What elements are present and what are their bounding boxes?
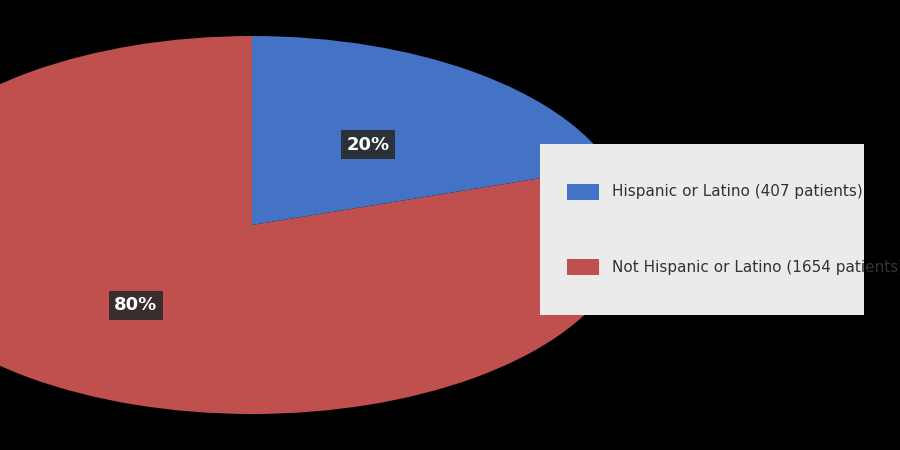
- Wedge shape: [0, 36, 630, 414]
- FancyBboxPatch shape: [567, 184, 598, 200]
- FancyBboxPatch shape: [540, 144, 864, 315]
- Text: 20%: 20%: [346, 136, 390, 154]
- Text: Hispanic or Latino (407 patients): Hispanic or Latino (407 patients): [612, 184, 863, 199]
- Text: 80%: 80%: [114, 296, 158, 314]
- Wedge shape: [252, 36, 611, 225]
- FancyBboxPatch shape: [567, 259, 598, 275]
- Text: Not Hispanic or Latino (1654 patients): Not Hispanic or Latino (1654 patients): [612, 260, 900, 274]
